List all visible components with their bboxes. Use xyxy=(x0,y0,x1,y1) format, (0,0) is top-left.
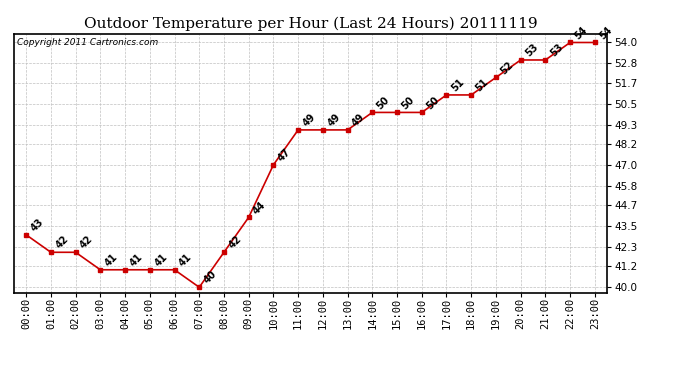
Text: 44: 44 xyxy=(251,200,268,216)
Text: 54: 54 xyxy=(573,24,589,41)
Text: 51: 51 xyxy=(449,77,466,93)
Text: 42: 42 xyxy=(227,234,244,251)
Text: 47: 47 xyxy=(276,147,293,164)
Text: 49: 49 xyxy=(326,112,342,129)
Text: 50: 50 xyxy=(375,94,392,111)
Text: 40: 40 xyxy=(202,269,219,286)
Text: 43: 43 xyxy=(29,217,46,233)
Text: 41: 41 xyxy=(177,252,194,268)
Text: 54: 54 xyxy=(598,24,614,41)
Text: 41: 41 xyxy=(152,252,169,268)
Text: 53: 53 xyxy=(548,42,565,58)
Title: Outdoor Temperature per Hour (Last 24 Hours) 20111119: Outdoor Temperature per Hour (Last 24 Ho… xyxy=(83,17,538,31)
Text: Copyright 2011 Cartronics.com: Copyright 2011 Cartronics.com xyxy=(17,38,158,46)
Text: 52: 52 xyxy=(499,60,515,76)
Text: 42: 42 xyxy=(79,234,95,251)
Text: 41: 41 xyxy=(128,252,144,268)
Text: 42: 42 xyxy=(54,234,70,251)
Text: 49: 49 xyxy=(301,112,317,129)
Text: 41: 41 xyxy=(103,252,120,268)
Text: 50: 50 xyxy=(400,94,417,111)
Text: 53: 53 xyxy=(524,42,540,58)
Text: 50: 50 xyxy=(424,94,441,111)
Text: 51: 51 xyxy=(474,77,491,93)
Text: 49: 49 xyxy=(351,112,367,129)
